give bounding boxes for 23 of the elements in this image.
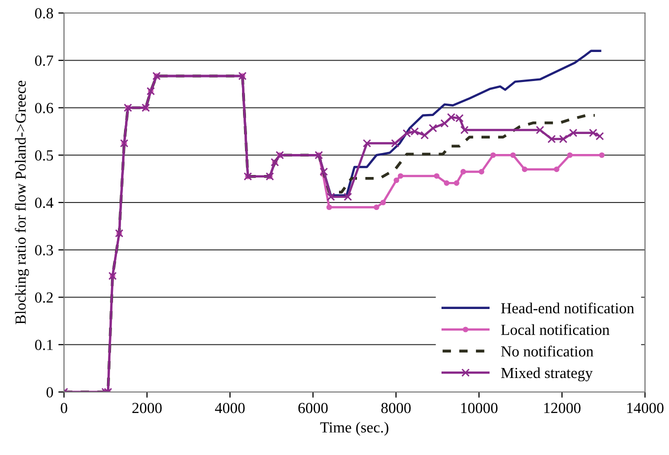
x-tick-label: 10000 [461, 402, 498, 414]
y-axis-title: Blocking ratio for flow Poland->Greece [14, 80, 29, 324]
y-tick-label: 0.5 [35, 150, 53, 161]
y-tick-label: 0.4 [35, 198, 54, 208]
y-tick-label: 0.7 [35, 56, 54, 66]
y-tick-label: 0.1 [35, 340, 53, 350]
legend-label: No notification [501, 346, 594, 357]
x-axis-title: Time (sec.) [320, 422, 388, 436]
x-tick-label: 12000 [544, 402, 581, 414]
x-tick-label: 0 [60, 402, 68, 414]
x-tick-label: 4000 [215, 402, 245, 414]
y-tick-label: 0.6 [35, 102, 54, 114]
legend-label: Local notification [501, 324, 610, 335]
x-tick-label: 2000 [132, 402, 162, 414]
x-tick-label: 14000 [627, 402, 664, 414]
x-tick-label: 8000 [381, 402, 411, 414]
x-tick-label: 6000 [298, 402, 328, 414]
y-tick-label: 0.2 [35, 292, 53, 303]
y-tick-label: 0 [46, 387, 53, 398]
legend-label: Mixed strategy [501, 367, 593, 382]
y-tick-label: 0.3 [35, 245, 53, 256]
y-tick-label: 0.8 [35, 8, 53, 19]
legend-label: Head-end notification [501, 302, 634, 314]
